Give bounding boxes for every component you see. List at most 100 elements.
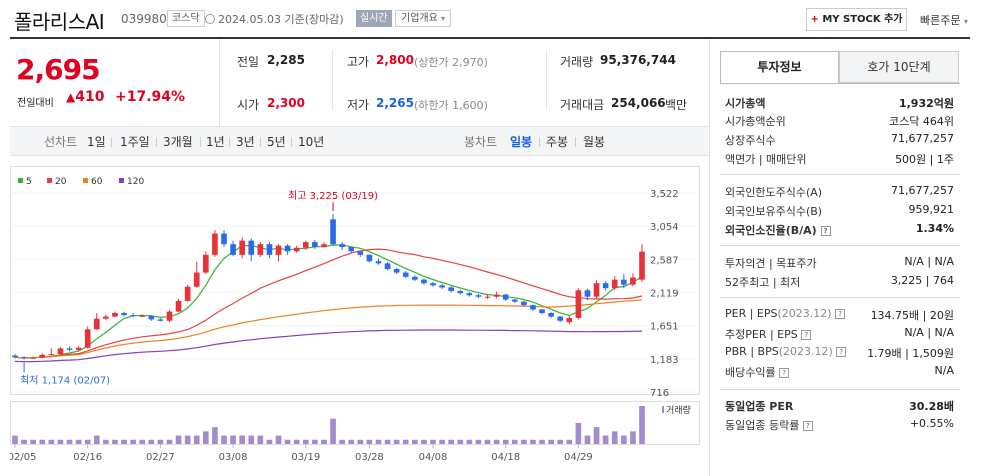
volume-bar bbox=[66, 439, 73, 444]
help-icon[interactable]: ? bbox=[835, 309, 846, 319]
info-row-est-per: 추정PER | EPS ? N/A | N/A bbox=[725, 326, 954, 341]
price-chart: 3,522 3,054 2,587 2,119 1,651 1,183 716 5 20 60 12… bbox=[10, 166, 700, 463]
candle-monthly[interactable]: 월봉 bbox=[583, 135, 606, 149]
low-annotation: 최저 1,174 (02/07) bbox=[20, 375, 110, 387]
volume-bar bbox=[75, 439, 82, 444]
amount-label: 거래대금 bbox=[560, 98, 605, 112]
open-value: 2,300 bbox=[267, 96, 305, 110]
volume-bar bbox=[348, 439, 355, 444]
candle-daily[interactable]: 일봉 bbox=[510, 135, 533, 149]
candle-body bbox=[57, 348, 64, 355]
candle-body bbox=[348, 247, 355, 252]
prev-label: 전일대비 bbox=[17, 98, 54, 109]
volume-bar bbox=[566, 439, 573, 444]
legend-label-120: 120 bbox=[127, 177, 144, 187]
help-icon[interactable]: ? bbox=[836, 347, 847, 357]
volume-bar bbox=[393, 439, 400, 444]
volume-bar bbox=[130, 439, 136, 444]
volume-bar bbox=[539, 439, 545, 444]
candle-body bbox=[193, 272, 200, 287]
volume-bar bbox=[103, 439, 109, 444]
candle-body bbox=[275, 245, 282, 255]
volume-bar bbox=[439, 439, 445, 444]
price-change: ▲410 bbox=[66, 89, 105, 105]
y-tick-label: 3,054 bbox=[650, 222, 679, 233]
y-tick-label: 3,522 bbox=[650, 189, 679, 200]
candle-body bbox=[511, 299, 518, 302]
candle-body bbox=[530, 305, 536, 310]
volume-bar bbox=[266, 439, 273, 444]
candle-body bbox=[457, 291, 464, 294]
candle-body bbox=[184, 286, 191, 301]
high-annotation: 최고 3,225 (03/19) bbox=[288, 190, 378, 202]
period-1d[interactable]: 1일 bbox=[87, 135, 106, 149]
period-1w[interactable]: 1주일 bbox=[120, 135, 150, 149]
x-tick-label: 03/28 bbox=[355, 452, 384, 463]
candle-body bbox=[212, 233, 218, 255]
candle-body bbox=[266, 244, 273, 255]
info-row-per: PER | EPS(2023.12) ? 134.75배 | 20원 bbox=[725, 307, 954, 322]
info-row-sector-per: 동일업종 PER 30.28배 bbox=[725, 400, 954, 413]
tab-invest-info[interactable]: 투자정보 bbox=[720, 51, 839, 83]
volume-bar bbox=[21, 439, 27, 444]
volume-bar bbox=[457, 439, 464, 444]
chevron-down-icon: ▾ bbox=[441, 14, 446, 23]
line-chart-label: 선차트 bbox=[44, 135, 78, 149]
period-1y[interactable]: 1년 bbox=[206, 135, 225, 149]
volume-bar bbox=[221, 435, 227, 444]
candle-body bbox=[121, 312, 127, 316]
period-5y[interactable]: 5년 bbox=[267, 135, 286, 149]
candle-body bbox=[248, 240, 255, 255]
stock-header: 폴라리스AI 039980 코스닥 2024.05.03 기준(장마감) 실시간… bbox=[0, 0, 984, 38]
volume-bar bbox=[639, 406, 645, 444]
candle-body bbox=[575, 290, 582, 318]
legend-label-5: 5 bbox=[26, 177, 32, 187]
help-icon[interactable]: ? bbox=[802, 421, 813, 431]
header-divider bbox=[10, 37, 970, 39]
help-icon[interactable]: ? bbox=[820, 226, 831, 236]
add-mystock-button[interactable]: + MY STOCK 추가 bbox=[806, 8, 907, 31]
candle-body bbox=[312, 242, 318, 248]
y-tick-label: 1,183 bbox=[650, 355, 679, 366]
info-row-pbr: PBR | BPS(2023.12) ? 1.79배 | 1,509원 bbox=[725, 345, 954, 360]
candle-body bbox=[402, 272, 409, 277]
candle-body bbox=[21, 357, 27, 359]
volume-bar bbox=[502, 439, 509, 444]
period-3y[interactable]: 3년 bbox=[236, 135, 255, 149]
volume-bar bbox=[630, 431, 636, 444]
volume-bar bbox=[112, 439, 118, 444]
candle-body bbox=[557, 316, 564, 321]
candle-body bbox=[157, 319, 164, 321]
price-plot-frame bbox=[10, 166, 700, 395]
x-tick-label: 04/18 bbox=[491, 452, 520, 463]
candle-body bbox=[484, 296, 491, 298]
candle-body bbox=[439, 285, 445, 288]
volume-bar bbox=[248, 435, 255, 444]
volume-bar bbox=[48, 439, 55, 444]
period-3m[interactable]: 3개월 bbox=[163, 135, 193, 149]
realtime-button[interactable]: 실시간 bbox=[356, 10, 392, 27]
help-icon[interactable]: ? bbox=[801, 330, 812, 340]
info-row-mcap-rank: 시가총액순위 코스닥 464위 bbox=[725, 115, 954, 128]
company-info-dropdown[interactable]: 기업개요 ▾ bbox=[395, 10, 452, 27]
tab-hoga[interactable]: 호가 10단계 bbox=[839, 51, 959, 83]
volume-legend-label: 거래량 bbox=[666, 404, 691, 416]
period-10y[interactable]: 10년 bbox=[298, 135, 325, 149]
candle-body bbox=[257, 244, 264, 255]
quick-order-button[interactable]: 빠른주문 ▾ bbox=[920, 14, 968, 27]
volume-bar bbox=[475, 439, 482, 444]
ma-line-20 bbox=[14, 248, 643, 359]
candle-body bbox=[39, 354, 46, 358]
candle-body bbox=[130, 315, 136, 317]
quote-date: 2024.05.03 기준(장마감) bbox=[205, 11, 344, 27]
chart-period-bar: 선차트 1일 1주일 3개월 1년 3년 5년 10년 봉차트 일봉 주봉 월봉 bbox=[10, 126, 708, 156]
info-row-foreign-ratio: 외국인소진율(B/A) ? 1.34% bbox=[725, 222, 954, 237]
x-tick-label: 03/08 bbox=[219, 452, 248, 463]
ma-line-60 bbox=[14, 299, 643, 359]
current-price: 2,695 bbox=[16, 53, 101, 86]
open-label: 시가 bbox=[237, 98, 260, 112]
candle-weekly[interactable]: 주봉 bbox=[546, 135, 569, 149]
help-icon[interactable]: ? bbox=[779, 368, 790, 378]
candle-body bbox=[639, 251, 645, 280]
candle-body bbox=[539, 309, 545, 313]
